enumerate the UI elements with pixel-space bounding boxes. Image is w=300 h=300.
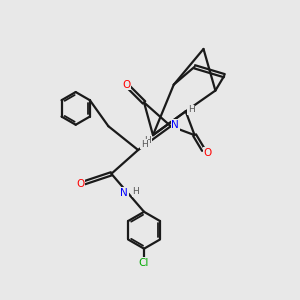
Text: O: O bbox=[122, 80, 130, 90]
Text: N: N bbox=[120, 188, 128, 198]
Text: Cl: Cl bbox=[139, 258, 149, 268]
Text: H: H bbox=[141, 140, 147, 148]
Text: H: H bbox=[188, 105, 194, 114]
Text: H: H bbox=[132, 187, 139, 196]
Text: O: O bbox=[76, 179, 84, 189]
Text: N: N bbox=[171, 120, 179, 130]
Text: O: O bbox=[204, 148, 212, 158]
Text: H: H bbox=[144, 136, 151, 145]
